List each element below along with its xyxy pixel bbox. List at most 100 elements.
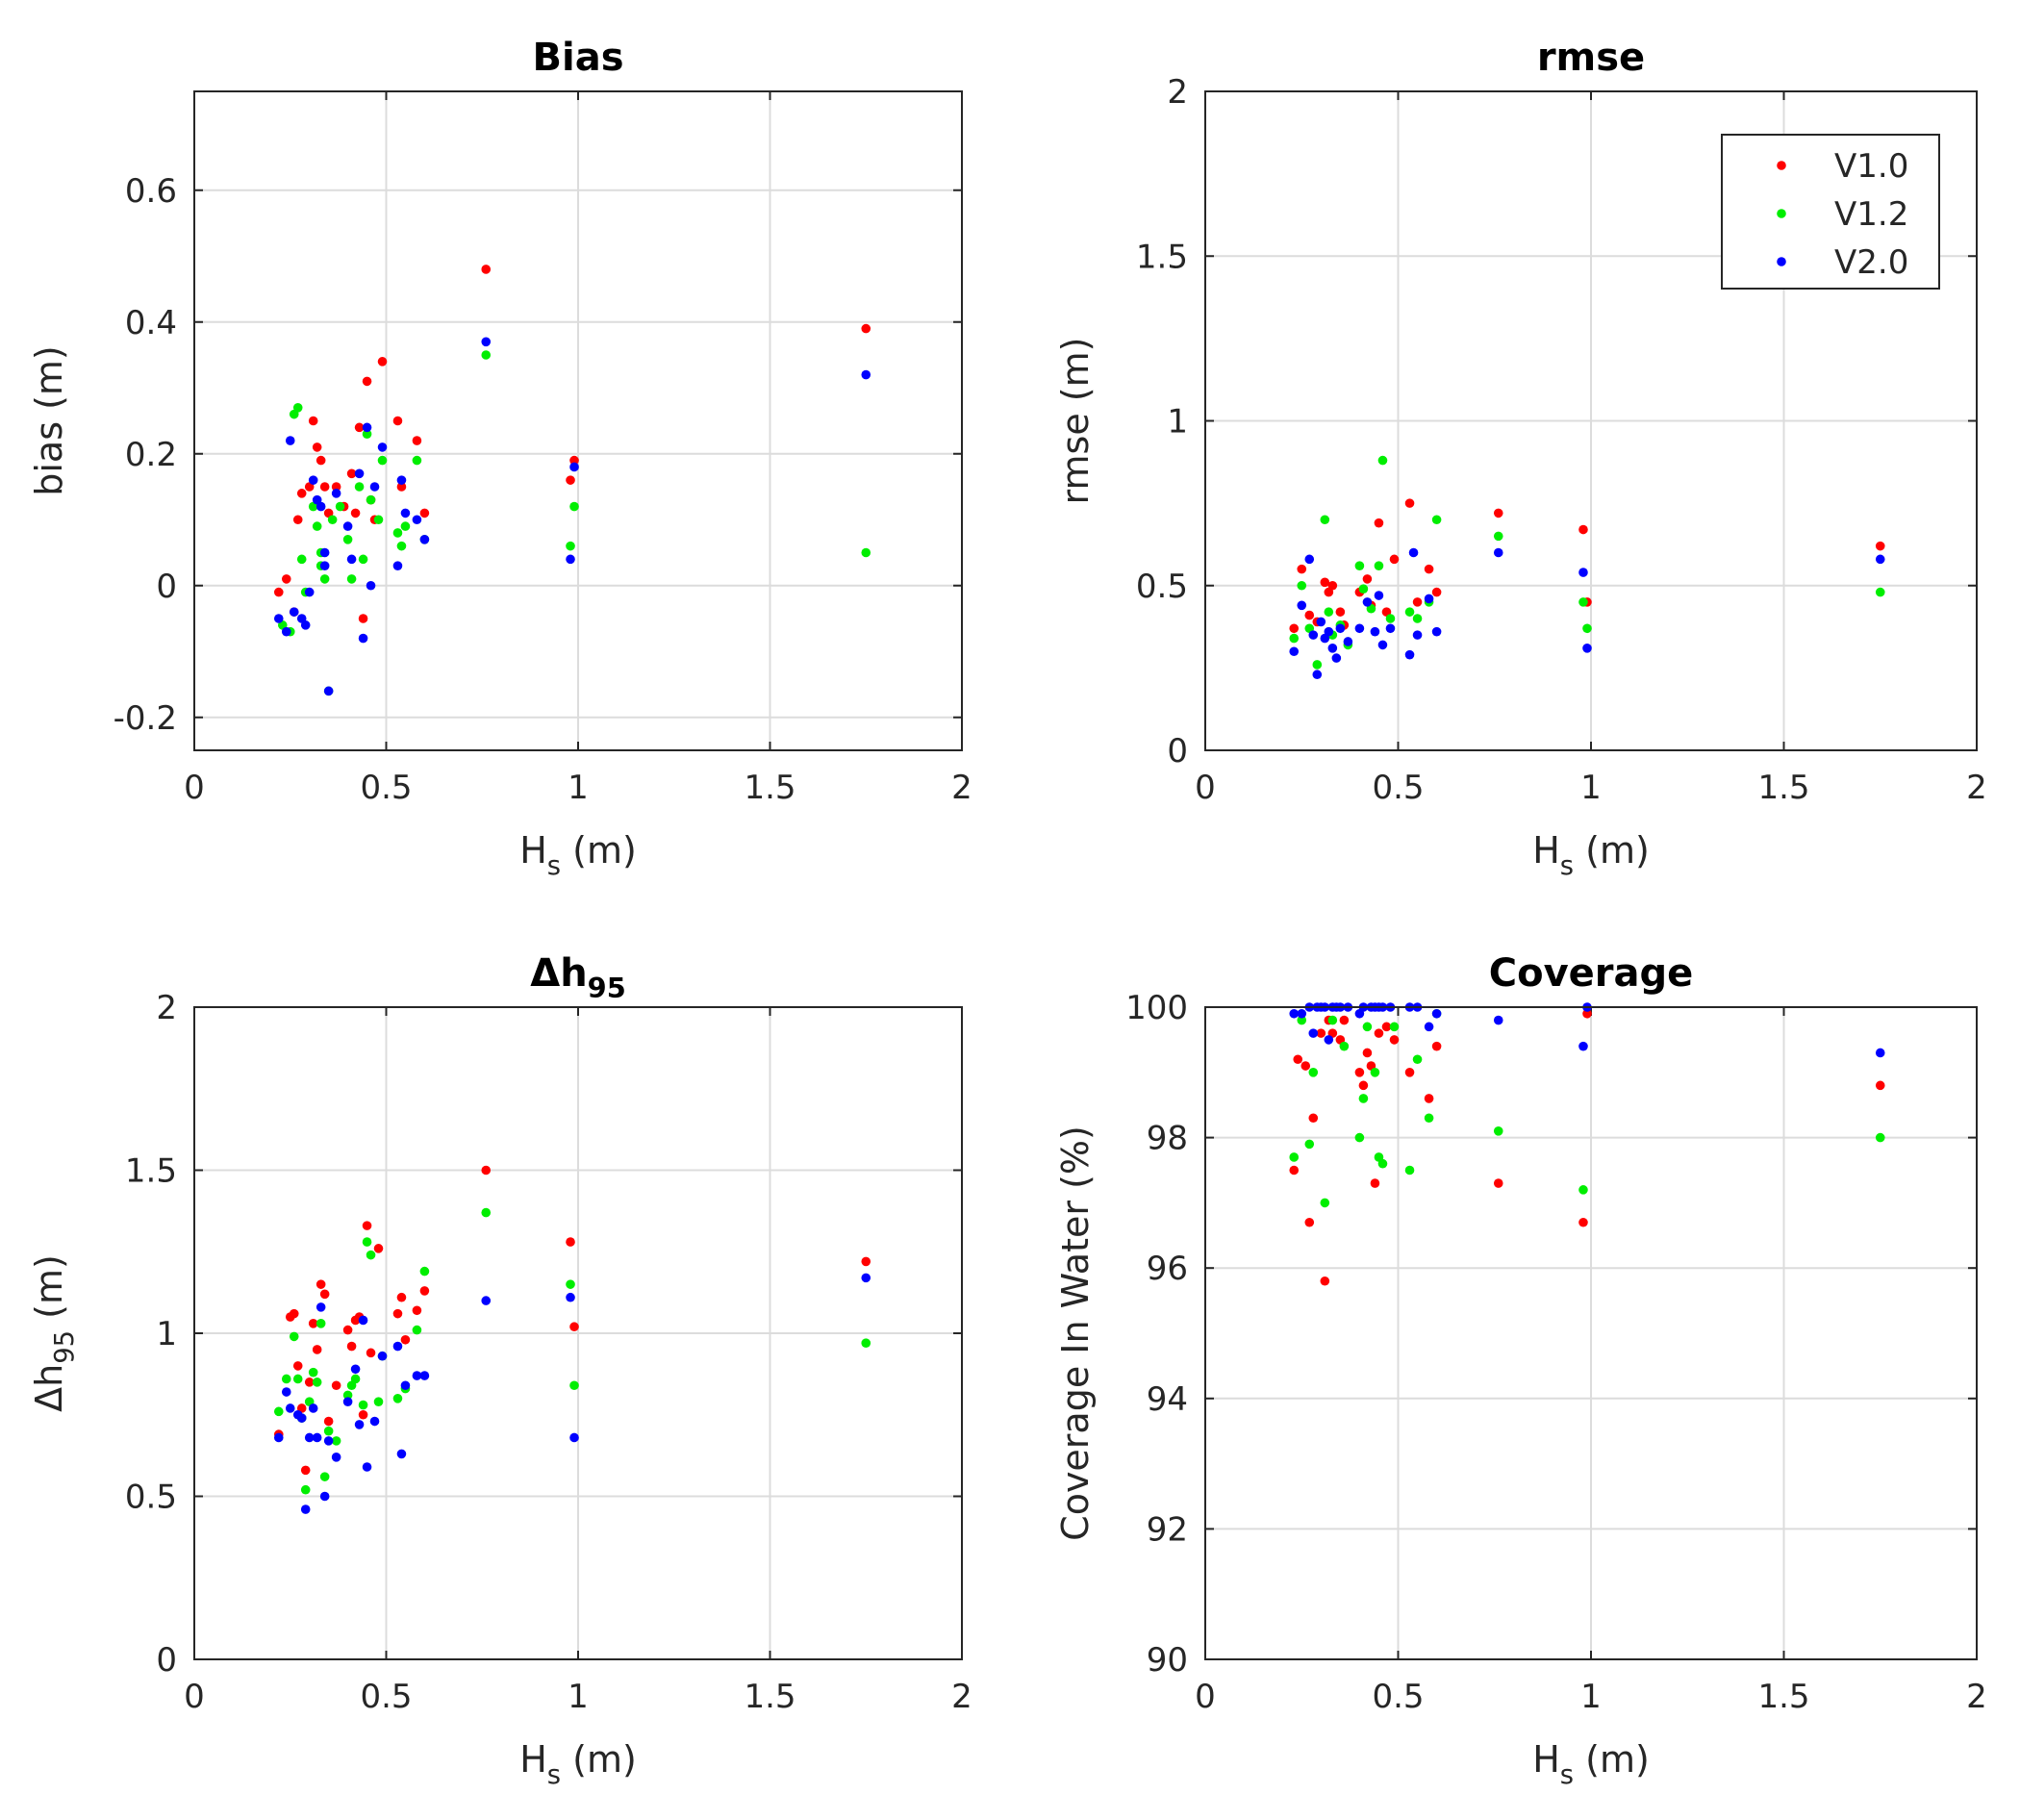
y-tick-label: 1.5 (125, 1152, 177, 1191)
y-tick-label: 96 (1147, 1250, 1188, 1288)
series-V2.0 (1289, 547, 1885, 680)
x-axis-label-main: H (519, 1738, 547, 1781)
x-tick-label: 1 (1580, 1678, 1602, 1716)
x-tick-label: 0.5 (360, 1678, 412, 1716)
y-tick-label: 0 (156, 568, 177, 606)
x-axis-label-main: H (1532, 829, 1560, 872)
data-point (1370, 626, 1380, 637)
data-point (346, 1341, 357, 1352)
data-point (300, 1484, 311, 1495)
data-point (1408, 547, 1419, 558)
data-point (1354, 1068, 1365, 1077)
data-point (1289, 1165, 1300, 1175)
data-point (308, 416, 318, 426)
data-point (1412, 1054, 1423, 1065)
data-point (273, 614, 284, 623)
x-axis-label-rest: (m) (1574, 1738, 1650, 1781)
data-point (319, 547, 330, 558)
data-point (1493, 1015, 1503, 1025)
data-point (569, 1322, 579, 1332)
series-V1.0 (273, 265, 871, 623)
data-point (1327, 580, 1338, 591)
legend-marker (1777, 161, 1786, 170)
data-point (1493, 531, 1503, 542)
data-point (1297, 1008, 1307, 1019)
data-point (1354, 623, 1365, 634)
data-point (392, 561, 403, 570)
x-tick-label: 1 (568, 1678, 589, 1716)
data-point (373, 1244, 384, 1253)
y-axis-label: bias (m) (28, 345, 70, 496)
data-point (1327, 1015, 1338, 1025)
data-point (1578, 1041, 1588, 1051)
data-point (1354, 1132, 1365, 1143)
data-point (304, 1378, 315, 1387)
data-point (1362, 1048, 1373, 1058)
data-point (1374, 1028, 1384, 1038)
data-point (1578, 1185, 1588, 1195)
data-point (327, 515, 338, 525)
x-tick-label: 2 (1966, 1678, 1987, 1716)
data-point (1358, 1094, 1369, 1103)
data-point (1404, 649, 1415, 660)
data-point (400, 1334, 411, 1345)
data-point (412, 1325, 422, 1335)
legend-marker (1777, 257, 1786, 266)
data-point (1424, 1113, 1434, 1124)
data-point (861, 1273, 871, 1283)
data-point (1412, 614, 1423, 623)
data-point (1578, 1217, 1588, 1227)
data-point (316, 1319, 326, 1328)
x-tick-label: 0.5 (360, 769, 412, 807)
data-point (296, 1413, 307, 1423)
x-tick-label: 0 (1195, 769, 1216, 807)
data-point (1404, 607, 1415, 617)
chart-title: Bias (533, 36, 624, 80)
data-point (323, 1436, 334, 1446)
data-point (861, 1338, 871, 1348)
y-axis-label-main: bias (m) (28, 345, 70, 496)
data-point (481, 1296, 492, 1305)
data-point (1385, 623, 1396, 634)
y-tick-label: 1 (156, 1315, 177, 1353)
data-point (289, 1308, 299, 1319)
data-point (569, 501, 579, 512)
chart-title: rmse (1537, 36, 1645, 80)
data-point (1358, 1080, 1369, 1091)
data-point (1362, 1022, 1373, 1032)
data-point (1875, 554, 1885, 565)
data-point (1300, 1061, 1311, 1071)
data-point (377, 455, 388, 466)
data-point (358, 614, 368, 623)
data-point (346, 574, 357, 584)
data-point (323, 1416, 334, 1427)
data-point (1308, 630, 1319, 640)
x-axis-label: Hs (m) (1532, 1738, 1650, 1790)
data-point (1335, 623, 1346, 634)
data-point (331, 482, 341, 492)
x-axis-label-rest: (m) (561, 829, 637, 872)
data-point (354, 482, 365, 492)
data-point (396, 482, 407, 492)
chart-panel-4: 0 0.5 1 1.5 2 90 92 94 96 98 100 Coverage Hs (m) Cove… (1054, 951, 1987, 1790)
data-point (354, 468, 365, 479)
x-tick-label: 1 (568, 769, 589, 807)
y-tick-label: 0 (156, 1641, 177, 1680)
y-axis-label-main: Δh (28, 1364, 70, 1412)
data-point (350, 1364, 361, 1375)
data-point (1339, 1041, 1350, 1051)
data-point (419, 1286, 430, 1296)
data-point (1308, 1068, 1319, 1077)
data-point (308, 1319, 318, 1328)
y-tick-label: 94 (1147, 1380, 1188, 1419)
data-point (319, 1472, 330, 1481)
data-point (331, 1453, 341, 1462)
data-point (1308, 1113, 1319, 1124)
axes-frame (1204, 90, 1978, 751)
data-point (304, 587, 315, 597)
x-tick-label: 2 (951, 1678, 972, 1716)
data-point (1582, 644, 1592, 653)
data-point (1324, 1035, 1334, 1045)
data-point (419, 1371, 430, 1380)
